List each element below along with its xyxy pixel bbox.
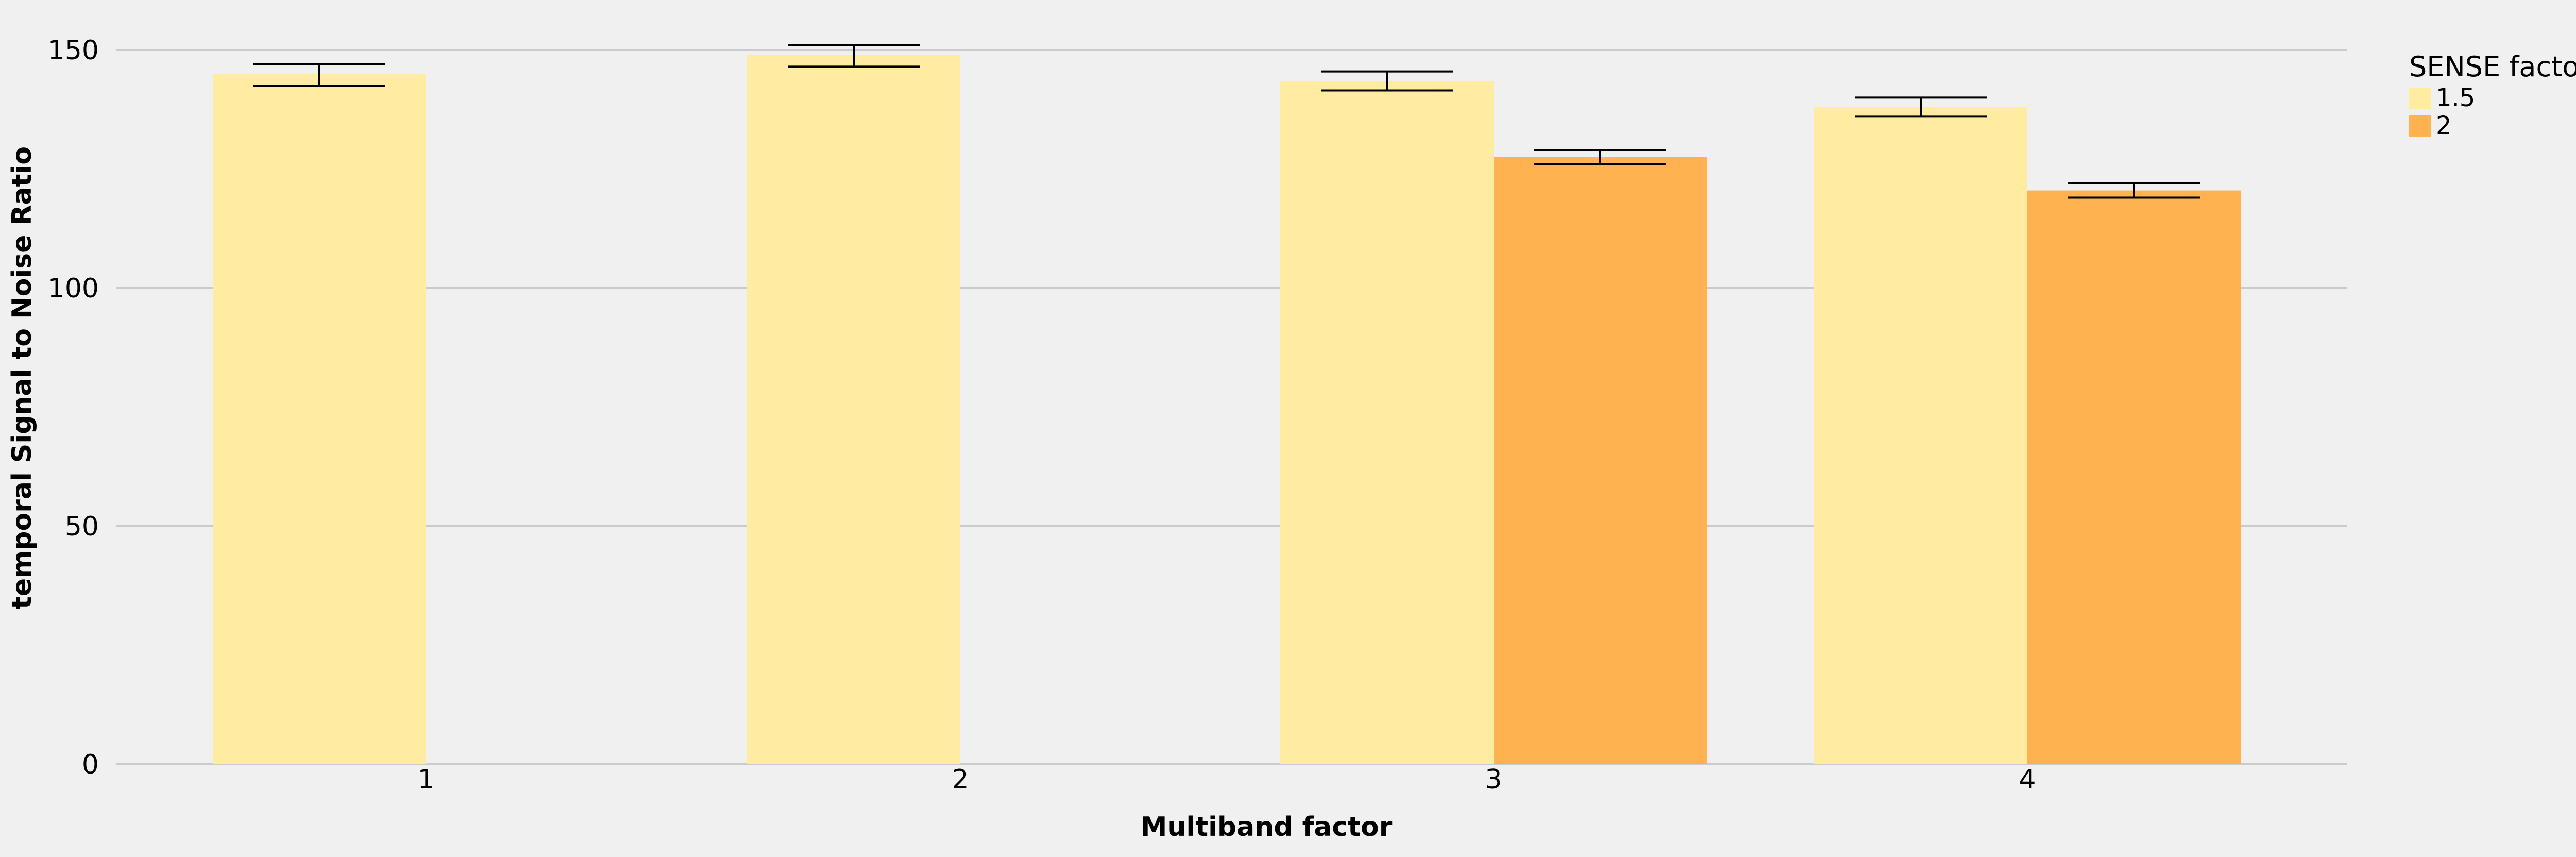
bar [2027,190,2241,765]
legend: SENSE factor 1.52 [2409,51,2576,140]
legend-label: 1.5 [2436,83,2475,112]
legend-items: 1.52 [2409,83,2475,140]
bar [213,74,426,765]
bar [747,55,960,765]
y-tick-label: 0 [82,749,99,780]
bars [213,55,2241,765]
y-tick-label: 100 [48,273,99,304]
x-tick-label: 4 [2019,764,2036,795]
axes: 0 50 100 150 1 2 3 4 [48,35,2036,795]
x-tick-label: 2 [952,764,969,795]
legend-label: 2 [2436,111,2452,140]
legend-title: SENSE factor [2409,51,2576,83]
bar [1280,81,1494,764]
bar [1494,157,1707,764]
error-bars [253,44,2200,199]
legend-swatch [2409,88,2431,109]
legend-swatch [2409,115,2431,137]
y-axis-label: temporal Signal to Noise Ratio [7,146,38,609]
x-tick-label: 3 [1485,764,1502,795]
y-tick-label: 150 [48,35,99,66]
x-axis-label: Multiband factor [1141,812,1393,843]
bar [1814,107,2027,764]
y-tick-label: 50 [65,511,99,542]
x-tick-label: 1 [417,764,434,795]
